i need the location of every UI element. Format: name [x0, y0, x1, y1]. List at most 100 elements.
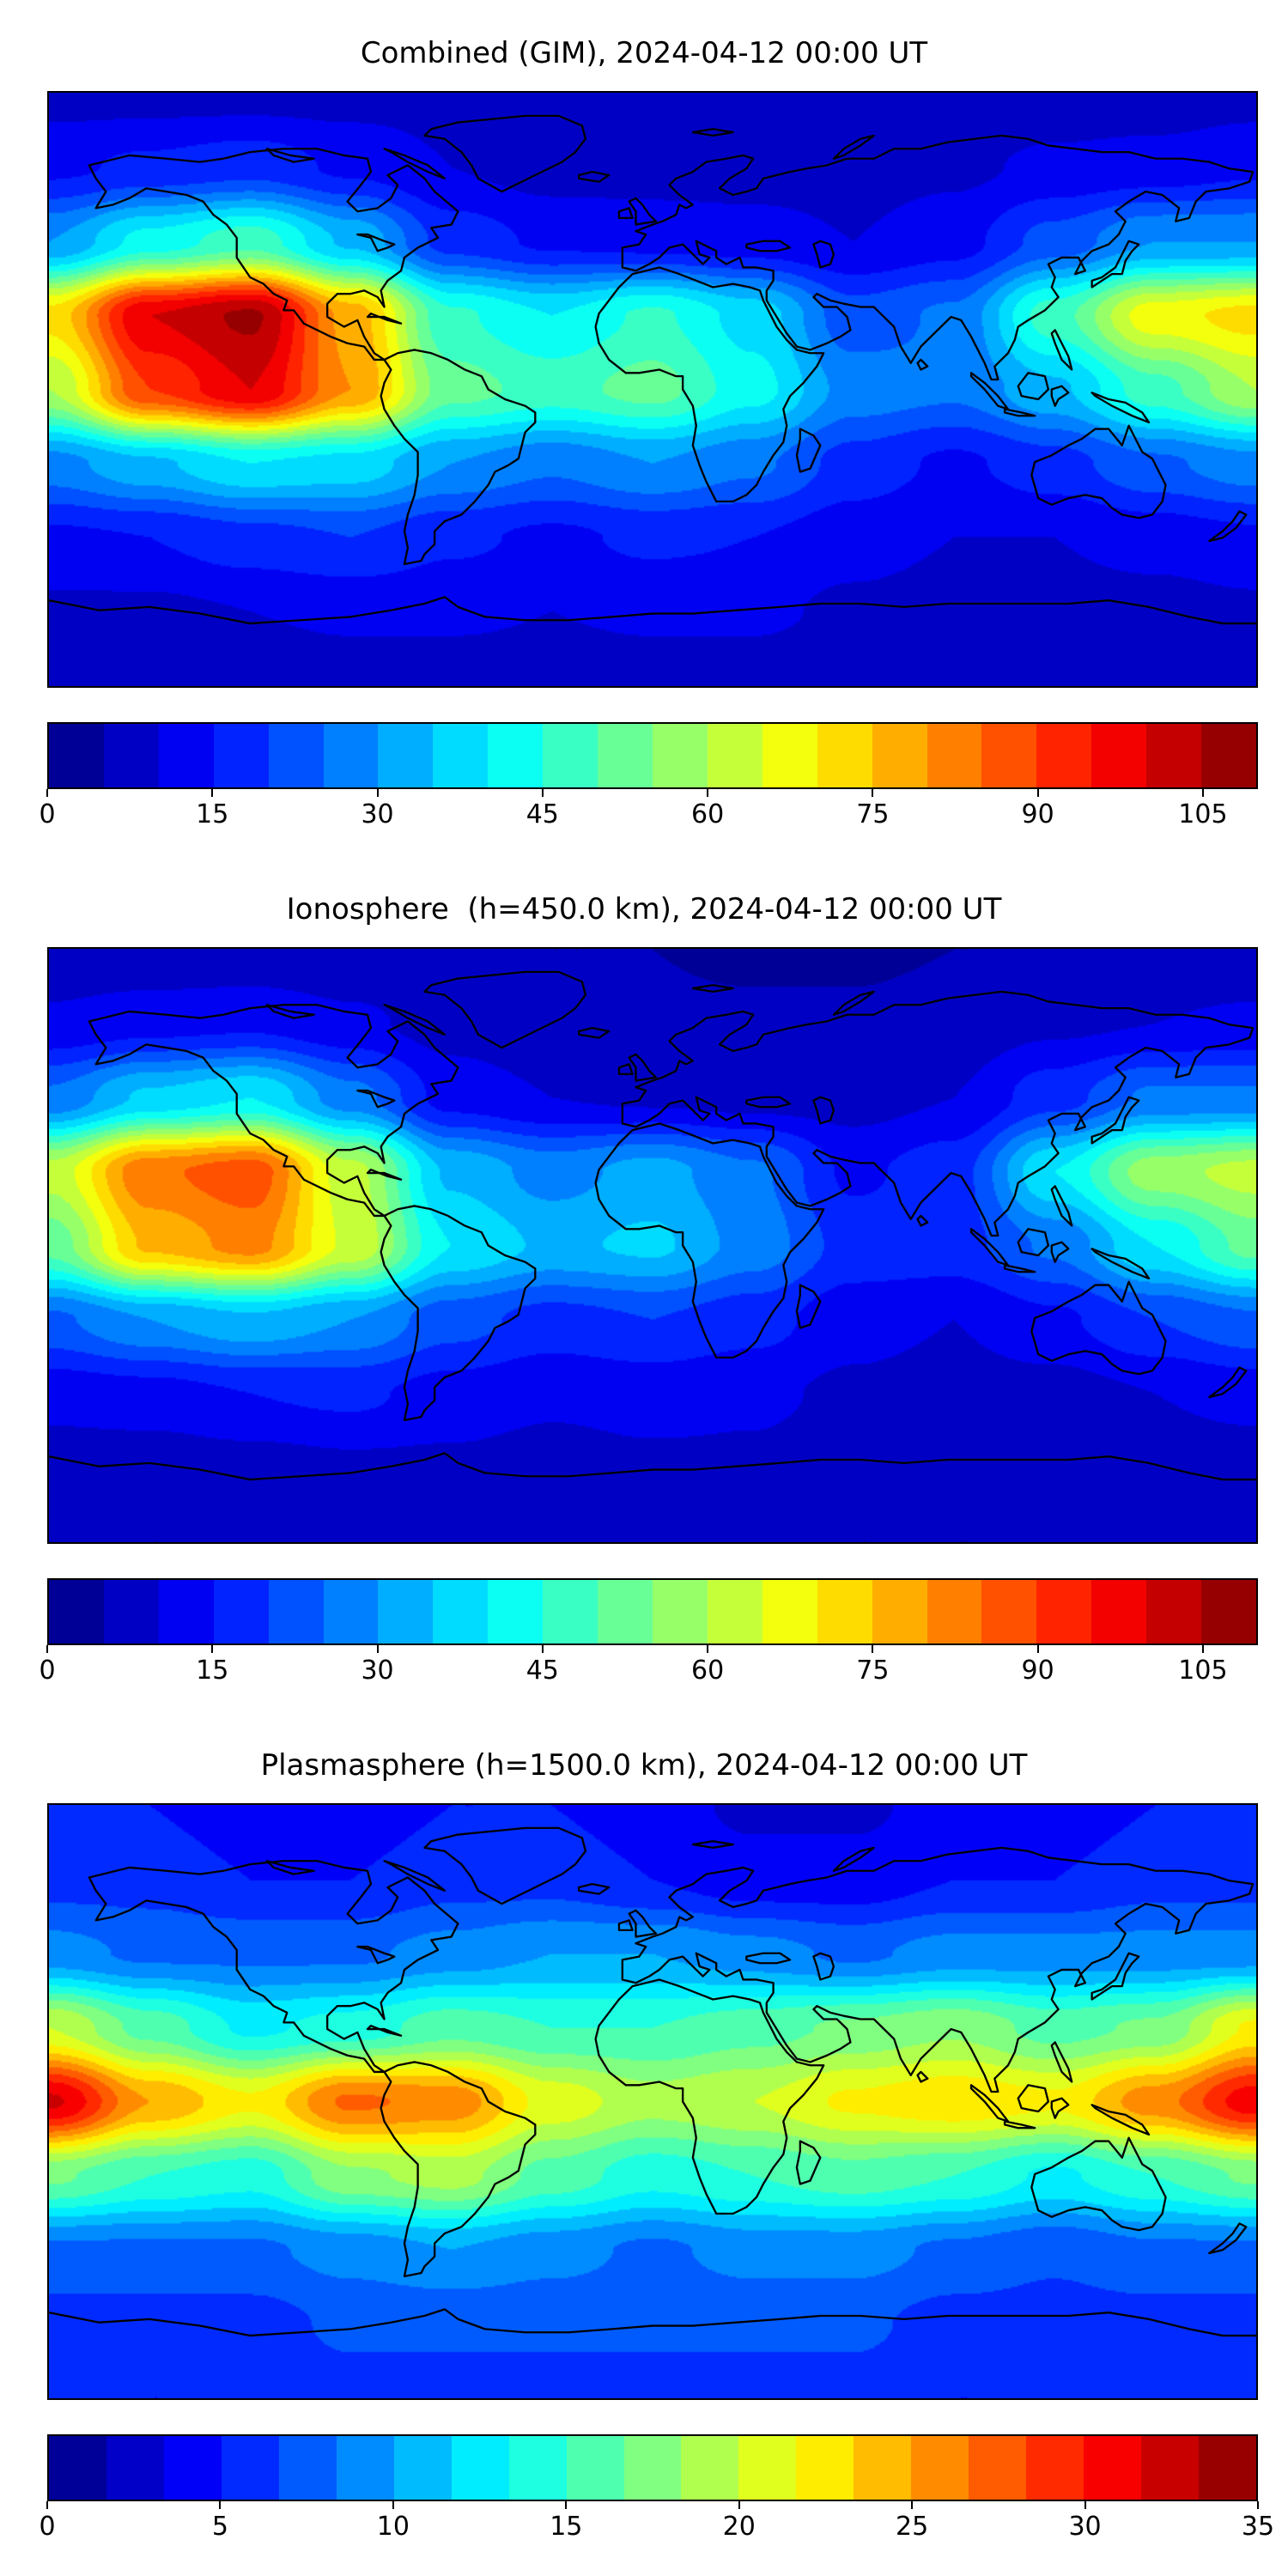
coastlines-overlay	[49, 970, 1256, 1481]
colorbar-segment	[762, 724, 817, 787]
colorbar-tick-label: 30	[361, 1656, 394, 1686]
colorbar-segment	[278, 2436, 337, 2500]
coastline-path	[1017, 1228, 1050, 1257]
colorbar-tick-mark	[872, 789, 874, 797]
antarctica-coastline-path	[49, 2308, 1256, 2337]
colorbar-tick-mark	[707, 1645, 709, 1653]
colorbar-segment	[854, 2436, 912, 2500]
colorbar-tick-label: 15	[196, 799, 229, 829]
colorbar-segment	[1199, 2436, 1257, 2500]
coastline-path	[265, 1004, 315, 1019]
colorbar-tick-mark	[1036, 789, 1039, 797]
colorbar-tick-mark	[738, 2501, 740, 2509]
colorbar-segment	[623, 2436, 682, 2500]
coastline-path	[1017, 2084, 1050, 2113]
coastline-path	[380, 1205, 537, 1422]
coastline-path	[916, 358, 929, 371]
coastline-path	[1208, 510, 1248, 543]
coastline-path	[617, 207, 634, 220]
panel-title-plasmasphere: Plasmasphere (h=1500.0 km), 2024-04-12 0…	[260, 1748, 1028, 1783]
colorbar-segment	[738, 2436, 797, 2500]
colorbar-tick-mark	[541, 789, 544, 797]
colorbar-tick-label: 75	[856, 1656, 890, 1686]
coastline-path	[691, 984, 734, 993]
colorbar-segment	[927, 1580, 982, 1643]
colorbar-segment	[652, 1580, 708, 1643]
colorbar-tick-mark	[872, 1645, 874, 1653]
colorbar-tick-label: 45	[526, 799, 559, 829]
colorbar-segment	[268, 724, 324, 787]
coastline-path	[628, 1053, 658, 1082]
colorbar-segment	[49, 724, 104, 787]
coastline-path	[356, 233, 396, 252]
coastline-path	[356, 1945, 396, 1965]
colorbar-segment	[969, 2436, 1027, 2500]
colorbar-segment	[1026, 2436, 1084, 2500]
tec-contour-canvas	[49, 1805, 1256, 2398]
colorbar-segment	[817, 1580, 872, 1643]
coastline-path	[88, 1004, 459, 1218]
world-tec-map-ionosphere	[47, 947, 1258, 1544]
coastline-path	[812, 1952, 835, 1981]
coastline-path	[1050, 329, 1073, 371]
panel-title-combined: Combined (GIM), 2024-04-12 00:00 UT	[360, 36, 928, 70]
coastline-path	[795, 428, 822, 473]
colorbar-segment	[268, 1580, 324, 1643]
coastline-path	[745, 240, 792, 252]
colorbar-segment	[451, 2436, 509, 2500]
colorbar-segment	[1091, 1580, 1147, 1643]
coastline-path	[1050, 1185, 1073, 1227]
colorbar-tick-label: 30	[361, 799, 394, 829]
coastline-path	[577, 1882, 611, 1895]
colorbar-tick-mark	[1201, 1645, 1204, 1653]
colorbar-segments	[49, 1580, 1256, 1643]
colorbar-segment	[796, 2436, 854, 2500]
colorbar-tick-label: 90	[1021, 799, 1054, 829]
coastline-path	[812, 240, 835, 269]
colorbar-segment	[1201, 1580, 1256, 1643]
colorbar-segment	[103, 724, 159, 787]
coastline-path	[832, 990, 875, 1016]
coastline-path	[1003, 1264, 1036, 1273]
coastline-path	[1050, 385, 1070, 407]
colorbar-tick-label: 5	[211, 2512, 228, 2542]
coastline-path	[380, 349, 537, 566]
coastline-path	[617, 1063, 634, 1076]
coastline-path	[745, 1096, 792, 1109]
coastline-path	[832, 134, 875, 160]
colorbar-segment	[213, 724, 269, 787]
coastline-path	[1003, 408, 1036, 417]
colorbar-tick-mark	[211, 789, 214, 797]
coastline-path	[383, 1860, 447, 1892]
coastline-path	[594, 1978, 825, 2215]
colorbar-tick-labels-combined: 0 15 30 45 60 75 90 105	[39, 789, 1258, 834]
coastline-path	[383, 1004, 447, 1036]
colorbar-tick-mark	[1036, 1645, 1039, 1653]
colorbar-tick-mark	[565, 2501, 568, 2509]
colorbar-segment	[872, 1580, 927, 1643]
colorbar-segment	[221, 2436, 279, 2500]
colorbar-tick-mark	[376, 789, 379, 797]
coastline-path	[1003, 2120, 1036, 2129]
coastline-path	[617, 1919, 634, 1932]
colorbar-segment	[433, 724, 489, 787]
coastline-path	[916, 1214, 929, 1227]
colorbar-segment	[393, 2436, 452, 2500]
colorbar-tick-mark	[46, 2501, 48, 2509]
world-tec-map-combined	[47, 91, 1258, 688]
colorbar-tick-mark	[1201, 789, 1204, 797]
coastline-path	[969, 2084, 1010, 2123]
colorbar-segment	[652, 724, 708, 787]
colorbar-segment	[49, 2436, 106, 2500]
tec-contour-canvas	[49, 93, 1256, 686]
colorbar-segment	[911, 2436, 969, 2500]
coastline-path	[265, 148, 315, 163]
panel-plasmasphere: Plasmasphere (h=1500.0 km), 2024-04-12 0…	[0, 1747, 1288, 2546]
colorbar-tick-label: 35	[1241, 2512, 1275, 2542]
colorbar-segment	[336, 2436, 394, 2500]
world-tec-map-plasmasphere	[47, 1803, 1258, 2400]
colorbar-tick-mark	[1257, 2501, 1259, 2509]
colorbar-ionosphere	[47, 1578, 1258, 1645]
colorbar-tick-mark	[46, 1645, 48, 1653]
colorbar-segment	[1146, 1580, 1202, 1643]
